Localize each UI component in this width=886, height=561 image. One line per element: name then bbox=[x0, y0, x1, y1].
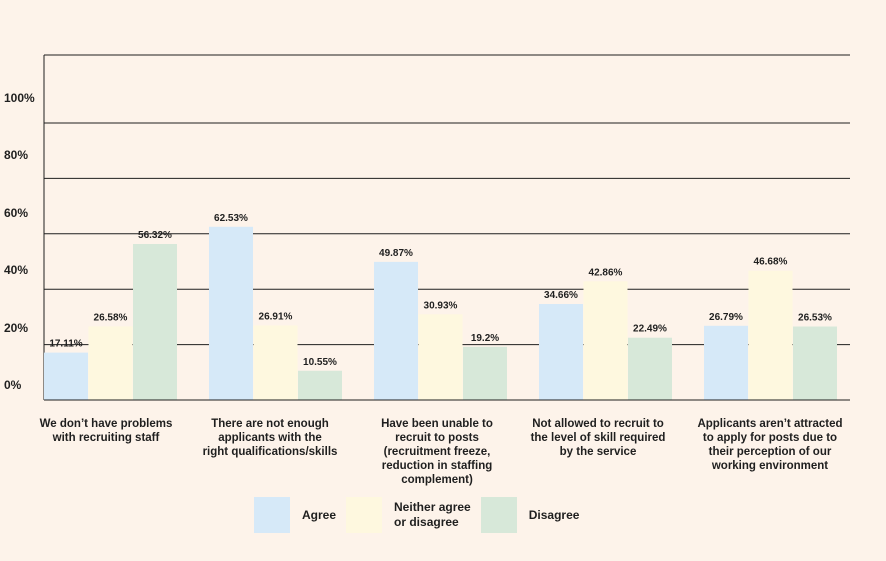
data-label: 26.53% bbox=[798, 313, 832, 324]
bar bbox=[793, 326, 837, 400]
y-tick-label: 100% bbox=[4, 91, 35, 105]
bar bbox=[748, 270, 793, 400]
category-label: the level of skill required bbox=[531, 432, 666, 444]
data-label: 19.2% bbox=[471, 333, 499, 344]
legend-item-disagree: Disagree bbox=[480, 497, 580, 533]
legend-swatch-neither bbox=[346, 497, 383, 533]
data-label: 46.68% bbox=[754, 257, 788, 268]
category-label: There are not enough bbox=[211, 418, 329, 430]
legend-swatch-disagree bbox=[480, 497, 517, 533]
bar bbox=[209, 226, 253, 400]
category-label: working environment bbox=[711, 460, 828, 472]
y-tick-label: 80% bbox=[4, 148, 28, 162]
category-label: Have been unable to bbox=[381, 418, 493, 430]
data-label: 49.87% bbox=[379, 248, 413, 259]
data-label: 30.93% bbox=[424, 300, 458, 311]
legend-item-agree: Agree bbox=[254, 497, 336, 533]
legend: Agree Neither agree or disagree Disagree bbox=[254, 497, 589, 533]
bar bbox=[298, 370, 342, 400]
category-label: reduction in staffing bbox=[382, 460, 493, 472]
bar bbox=[628, 337, 672, 400]
data-label: 62.53% bbox=[214, 213, 248, 224]
legend-label-disagree: Disagree bbox=[528, 507, 580, 522]
category-label: to apply for posts due to bbox=[703, 432, 837, 444]
category-label: Applicants aren’t attracted bbox=[697, 418, 842, 430]
category-label: by the service bbox=[560, 446, 637, 458]
y-tick-label: 40% bbox=[4, 263, 28, 277]
data-label: 17.11% bbox=[49, 339, 82, 350]
bar bbox=[583, 281, 628, 400]
y-tick-label: 0% bbox=[4, 378, 22, 392]
bar bbox=[374, 261, 418, 400]
bar bbox=[44, 352, 88, 400]
data-label: 34.66% bbox=[544, 290, 578, 301]
bar bbox=[133, 243, 177, 400]
data-label: 26.58% bbox=[94, 312, 128, 323]
data-label: 42.86% bbox=[589, 267, 623, 278]
bar bbox=[88, 326, 133, 400]
category-label: applicants with the bbox=[218, 432, 322, 444]
legend-item-neither: Neither agree or disagree bbox=[346, 497, 471, 533]
legend-label-neither: Neither agree or disagree bbox=[394, 500, 471, 529]
data-label: 22.49% bbox=[633, 324, 667, 335]
bar bbox=[704, 325, 748, 400]
legend-label-agree: Agree bbox=[302, 507, 337, 522]
data-label: 10.55% bbox=[303, 357, 337, 368]
bar bbox=[253, 325, 298, 400]
category-label: complement) bbox=[401, 474, 473, 486]
category-label: with recruiting staff bbox=[52, 432, 160, 444]
data-label: 56.32% bbox=[138, 230, 172, 241]
category-label: Not allowed to recruit to bbox=[532, 418, 664, 430]
bar bbox=[418, 314, 463, 400]
y-tick-label: 20% bbox=[4, 321, 28, 335]
bar bbox=[463, 346, 507, 400]
data-label: 26.79% bbox=[709, 312, 743, 323]
category-label: (recruitment freeze, bbox=[384, 446, 491, 458]
y-tick-label: 60% bbox=[4, 206, 28, 220]
legend-swatch-agree bbox=[254, 497, 290, 533]
category-label: We don’t have problems bbox=[40, 418, 173, 430]
category-label: right qualifications/skills bbox=[203, 446, 338, 458]
bar bbox=[539, 303, 583, 400]
category-label: recruit to posts bbox=[395, 432, 479, 444]
data-label: 26.91% bbox=[259, 311, 293, 322]
category-label: their perception of our bbox=[709, 446, 832, 458]
